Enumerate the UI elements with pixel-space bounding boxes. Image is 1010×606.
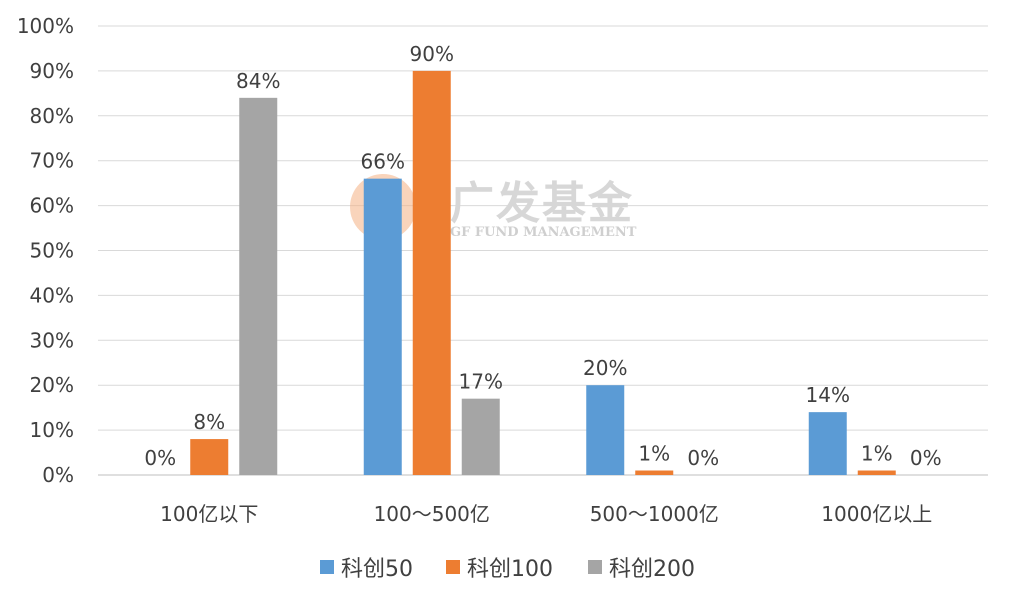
y-tick-label: 100% — [17, 14, 74, 38]
legend-label: 科创100 — [467, 557, 553, 582]
data-label: 1% — [861, 442, 893, 466]
y-tick-label: 80% — [30, 104, 74, 128]
data-label: 0% — [687, 446, 719, 470]
legend-label: 科创50 — [341, 557, 413, 582]
y-tick-label: 70% — [30, 149, 74, 173]
watermark-name-cn: 广发基金 — [450, 178, 634, 229]
bars — [190, 70, 896, 476]
y-tick-label: 10% — [30, 418, 74, 442]
data-label: 8% — [193, 410, 225, 434]
bar — [586, 385, 625, 475]
data-label: 1% — [638, 442, 670, 466]
y-axis: 0% 10% 20% 30% 40% 50% 60% 70% 80% 90% 100% — [17, 14, 74, 487]
data-label: 0% — [144, 446, 176, 470]
legend-swatch — [588, 560, 602, 574]
gridlines — [98, 25, 988, 476]
data-label: 90% — [410, 42, 454, 66]
x-category-label: 100亿以下 — [160, 502, 258, 526]
legend-swatch — [446, 560, 460, 574]
bar — [857, 470, 896, 475]
y-tick-label: 60% — [30, 194, 74, 218]
x-axis: 100亿以下 100～500亿 500～1000亿 1000亿以上 — [160, 502, 932, 526]
legend-swatch — [320, 560, 334, 574]
data-label: 66% — [361, 150, 405, 174]
bar — [808, 412, 847, 475]
y-tick-label: 20% — [30, 373, 74, 397]
x-category-label: 100～500亿 — [374, 502, 490, 526]
data-label: 84% — [236, 69, 280, 93]
x-category-label: 1000亿以上 — [821, 502, 932, 526]
data-labels: 0% 8% 84% 66% 90% 17% 20% 1% 0% 14% 1% 0% — [144, 42, 941, 470]
watermark-name-en: GF FUND MANAGEMENT — [450, 225, 637, 240]
bar — [461, 398, 500, 475]
y-tick-label: 30% — [30, 328, 74, 352]
bar — [412, 70, 451, 476]
legend-label: 科创200 — [609, 557, 695, 582]
bar — [635, 470, 674, 475]
data-label: 0% — [910, 446, 942, 470]
bar — [363, 178, 402, 475]
x-category-label: 500～1000亿 — [590, 502, 719, 526]
data-label: 14% — [806, 383, 850, 407]
y-tick-label: 50% — [30, 239, 74, 263]
data-label: 20% — [583, 356, 627, 380]
y-tick-label: 40% — [30, 283, 74, 307]
bar — [239, 97, 278, 475]
data-label: 17% — [459, 370, 503, 394]
y-tick-label: 0% — [42, 463, 74, 487]
bar — [190, 439, 229, 475]
legend: 科创50 科创100 科创200 — [320, 557, 695, 582]
y-tick-label: 90% — [30, 59, 74, 83]
